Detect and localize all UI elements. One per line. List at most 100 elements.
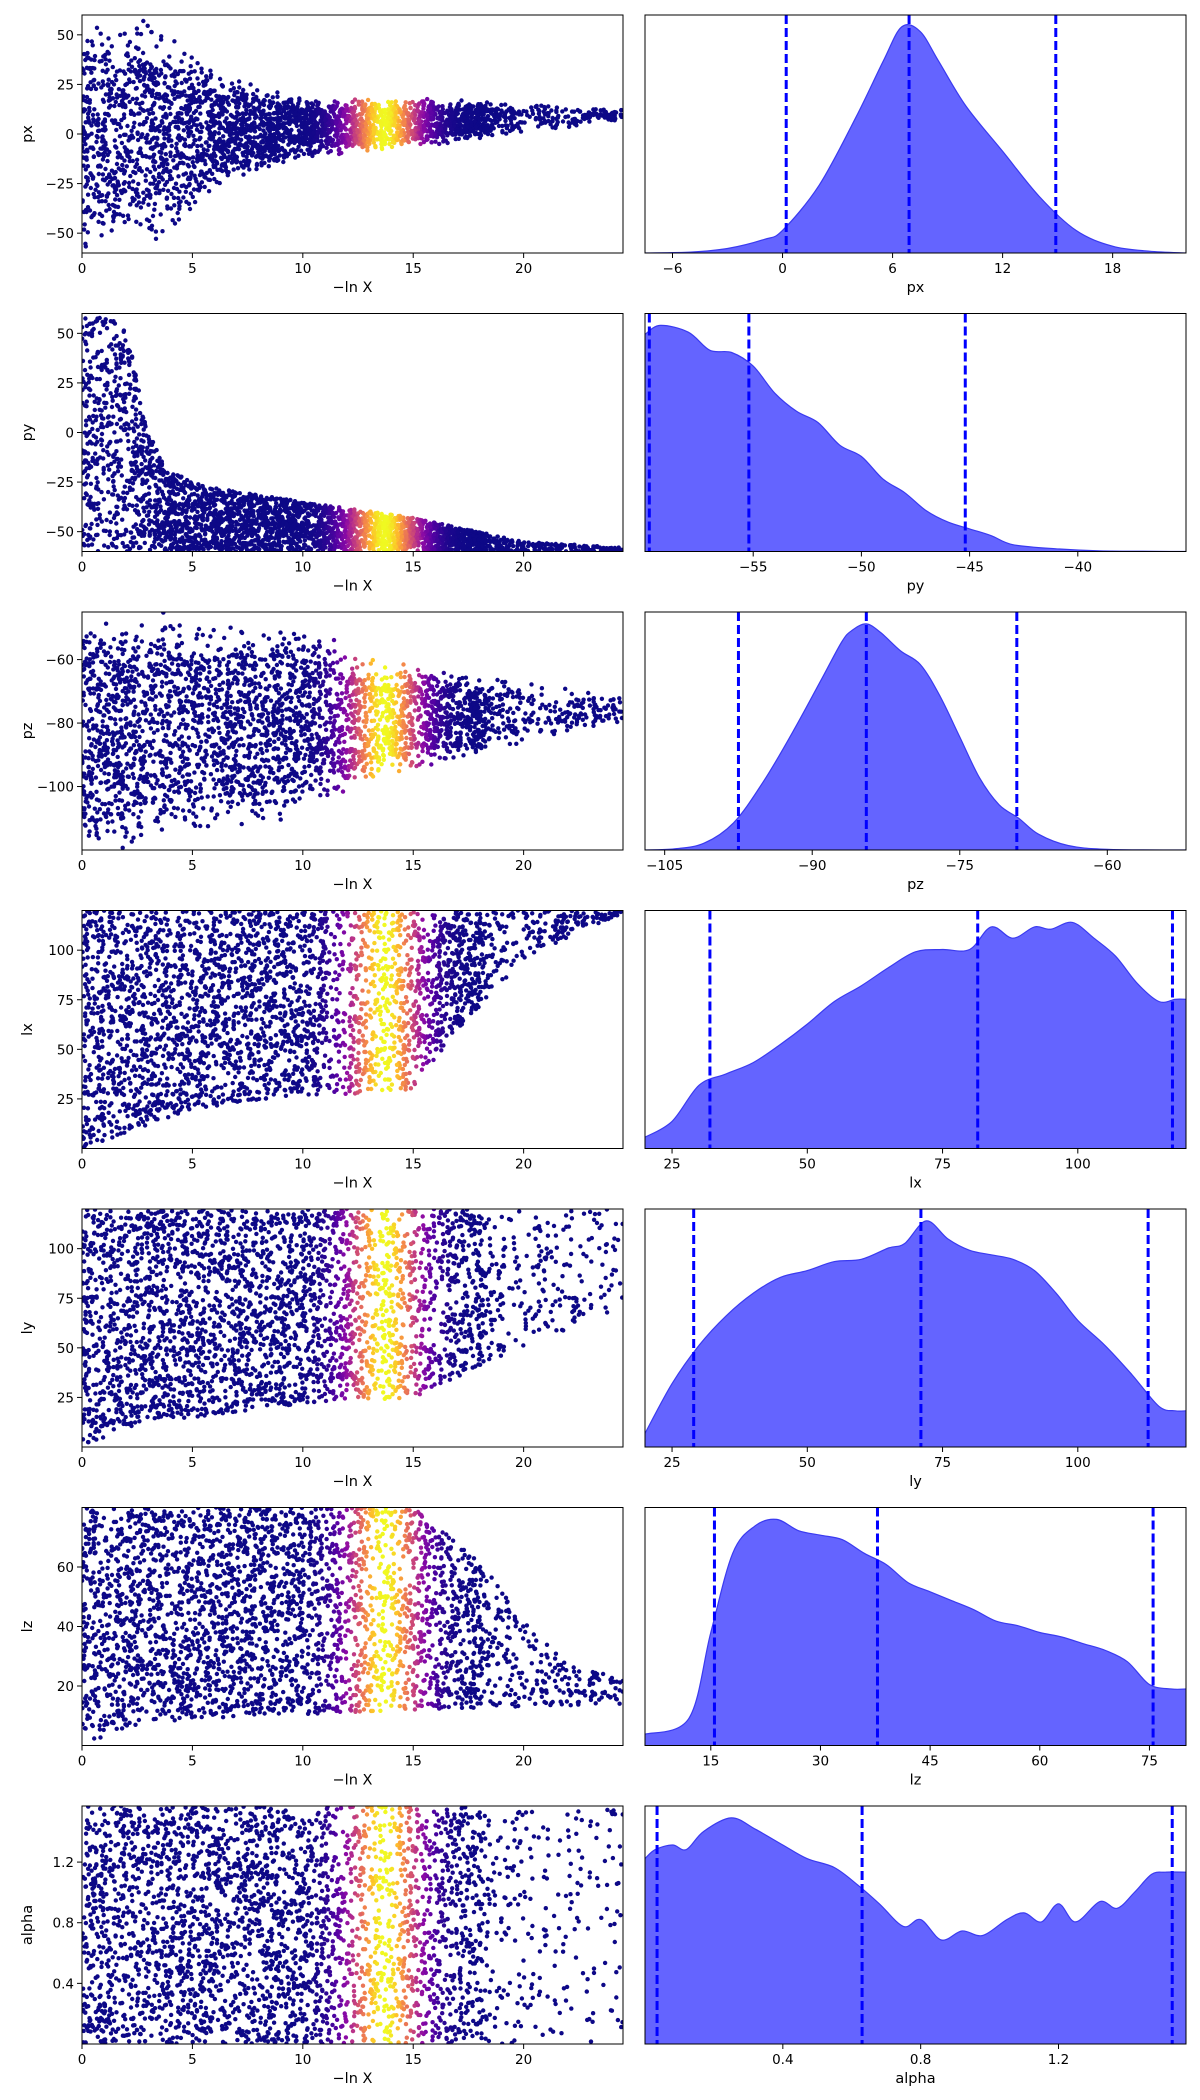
- scatter-px-point: [187, 86, 192, 91]
- scatter-px-point: [161, 131, 166, 137]
- scatter-px-point: [393, 115, 398, 120]
- scatter-px-point: [160, 120, 165, 125]
- scatter-px-point: [136, 150, 141, 155]
- scatter-px-point: [94, 133, 100, 139]
- scatter-px-point: [88, 66, 94, 71]
- scatter-px-point: [361, 132, 366, 138]
- scatter-px-point: [178, 155, 183, 160]
- scatter-px-point: [269, 152, 274, 158]
- scatter-px-point: [155, 136, 160, 141]
- scatter-px-point: [162, 80, 167, 86]
- scatter-px-point: [109, 228, 114, 233]
- scatter-px-point: [306, 105, 311, 111]
- scatter-px-point: [196, 188, 202, 193]
- scatter-px-point: [100, 193, 105, 198]
- scatter-px-point: [251, 91, 256, 97]
- scatter-px-point: [172, 96, 177, 102]
- scatter-px-point: [142, 197, 147, 202]
- scatter-py-point: [112, 352, 118, 357]
- scatter-px-point: [199, 66, 204, 71]
- scatter-px-point: [140, 50, 146, 56]
- scatter-px-point: [174, 141, 179, 146]
- scatter-px-point: [409, 128, 414, 134]
- scatter-px-point: [541, 116, 546, 121]
- scatter-px-point: [107, 173, 112, 178]
- scatter-px-point: [371, 136, 376, 142]
- scatter-px-point: [135, 46, 141, 52]
- scatter-px-point: [123, 132, 128, 137]
- scatter-px-point: [84, 147, 90, 152]
- scatter-py-point: [109, 461, 114, 467]
- scatter-px-point: [124, 164, 129, 169]
- scatter-py-point: [113, 343, 119, 348]
- scatter-px-point: [170, 218, 175, 223]
- scatter-px-point: [177, 68, 183, 74]
- scatter-px-point: [127, 99, 132, 105]
- scatter-px-point: [84, 133, 90, 138]
- scatter-px-point: [104, 208, 109, 213]
- scatter-py-point: [293, 518, 298, 523]
- scatter-py-point: [93, 418, 99, 423]
- scatter-px-point: [341, 114, 346, 119]
- scatter-px-point: [187, 76, 193, 81]
- scatter-py-point: [520, 546, 525, 551]
- scatter-px-point: [90, 112, 96, 118]
- scatter-px-point: [463, 128, 469, 133]
- scatter-py-point: [122, 360, 127, 365]
- scatter-px-point: [195, 143, 200, 149]
- scatter-px-point: [198, 122, 203, 127]
- scatter-px-point: [150, 213, 156, 219]
- scatter-px-point: [284, 106, 290, 111]
- scatter-px-point: [429, 132, 434, 137]
- scatter-py-point: [144, 433, 149, 438]
- scatter-px-point: [228, 126, 233, 131]
- scatter-px-point: [327, 129, 333, 134]
- scatter-px-point: [477, 116, 482, 122]
- scatter-px-point: [235, 126, 240, 131]
- scatter-px-point: [125, 53, 131, 59]
- scatter-py-point: [164, 548, 170, 552]
- scatter-px-point: [84, 155, 89, 160]
- scatter-px-point: [189, 171, 194, 176]
- scatter-px-point: [367, 120, 372, 126]
- scatter-px-point: [456, 103, 461, 108]
- scatter-px-point: [189, 55, 194, 60]
- scatter-px-point: [93, 86, 99, 92]
- scatter-px-point: [266, 127, 271, 133]
- scatter-px-point: [274, 104, 279, 110]
- scatter-px-point: [120, 167, 126, 172]
- scatter-px-point: [275, 94, 280, 100]
- scatter-py-point: [99, 431, 105, 437]
- scatter-px-point: [266, 164, 271, 169]
- scatter-px-point: [122, 145, 127, 150]
- scatter-px-point: [305, 147, 310, 152]
- scatter-px-point: [125, 123, 130, 129]
- scatter-px-point: [117, 68, 123, 73]
- scatter-px-point: [310, 105, 315, 110]
- scatter-px-point: [271, 157, 277, 162]
- scatter-px-point: [99, 58, 104, 64]
- scatter-px-point: [90, 213, 95, 218]
- scatter-px-point: [113, 197, 118, 202]
- scatter-py-point: [82, 533, 85, 539]
- scatter-px-point: [241, 172, 246, 177]
- scatter-py-point: [101, 497, 107, 502]
- scatter-py-point: [251, 526, 256, 532]
- scatter-px-point: [212, 100, 218, 105]
- scatter-px-point: [151, 164, 156, 169]
- scatter-px-point: [132, 56, 137, 61]
- scatter-px-point: [620, 114, 623, 119]
- scatter-px-point: [148, 62, 153, 67]
- scatter-px-point: [258, 148, 264, 153]
- scatter-px-point: [82, 71, 87, 76]
- scatter-px-point: [389, 128, 394, 134]
- scatter-px-point: [134, 26, 140, 31]
- scatter-px-point: [95, 183, 100, 188]
- scatter-py-point: [154, 468, 159, 474]
- scatter-px-point: [143, 135, 148, 140]
- scatter-px-point: [138, 205, 144, 210]
- scatter-px-point: [565, 114, 571, 119]
- scatter-px-point: [307, 120, 312, 126]
- scatter-px-point: [360, 107, 365, 113]
- scatter-px-point: [160, 229, 165, 234]
